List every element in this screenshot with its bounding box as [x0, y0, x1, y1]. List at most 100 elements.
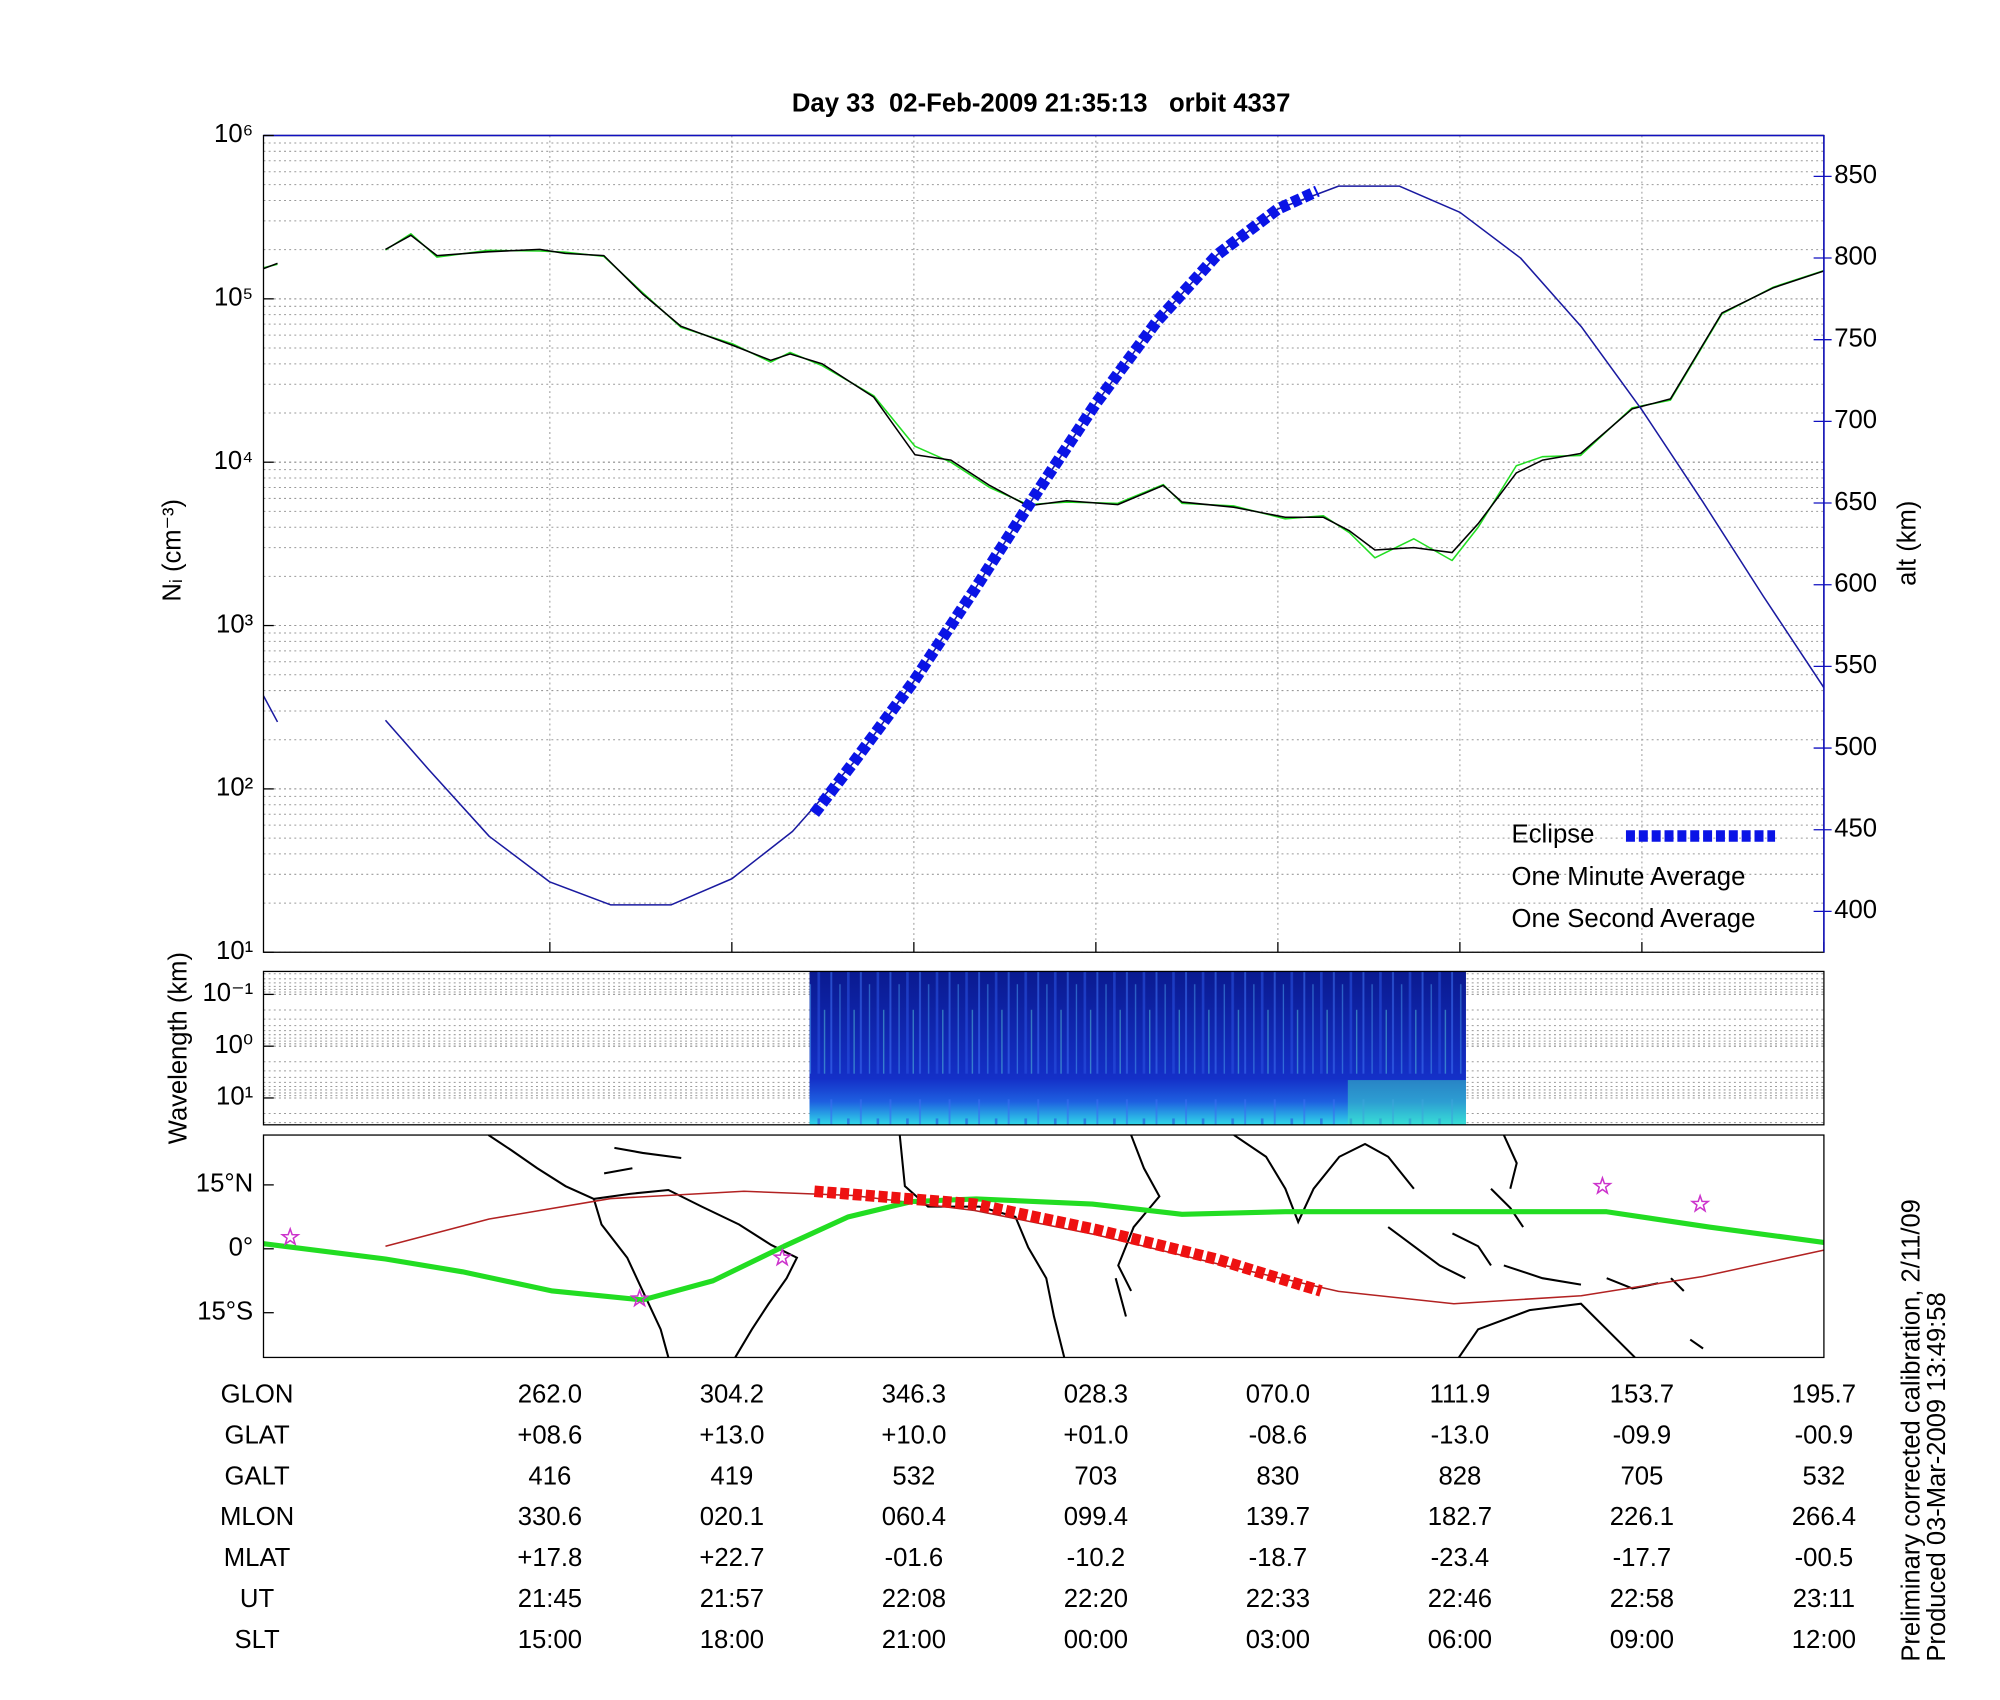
y2-axis-label: alt (km) — [1893, 501, 1921, 586]
table-cell: 22:46 — [1428, 1585, 1492, 1613]
table-row-label: GALT — [224, 1462, 290, 1490]
table-cell: 532 — [892, 1462, 935, 1490]
x-tick-label: 00:00 — [1064, 1626, 1128, 1654]
y-tick-label: 15°S — [197, 1298, 253, 1326]
table-cell: 828 — [1438, 1462, 1481, 1490]
table-cell: 21:45 — [518, 1585, 582, 1613]
table-cell: +08.6 — [517, 1421, 582, 1449]
table-cell: 22:20 — [1064, 1585, 1128, 1613]
table-cell: 419 — [710, 1462, 753, 1490]
table-cell: -08.6 — [1249, 1421, 1308, 1449]
star-marker — [629, 1288, 650, 1308]
table-cell: -18.7 — [1249, 1544, 1308, 1572]
y2-tick-label: 500 — [1834, 733, 1877, 761]
star-marker — [280, 1226, 301, 1247]
chart-title: Day 33 02-Feb-2009 21:35:13 orbit 4337 — [792, 90, 1291, 118]
coastline — [1502, 1135, 1704, 1350]
axes-frame — [262, 970, 1825, 1126]
y-tick-label: 10⁻¹ — [203, 979, 254, 1007]
y-tick-label: 10⁵ — [214, 284, 253, 312]
table-cell: -00.5 — [1795, 1544, 1854, 1572]
legend-label: One Minute Average — [1512, 863, 1746, 891]
table-row-label: GLAT — [224, 1421, 290, 1449]
table-cell: 099.4 — [1064, 1503, 1128, 1531]
table-cell: -09.9 — [1613, 1421, 1672, 1449]
y2-tick-label: 650 — [1834, 488, 1877, 516]
x-axis-label: SLT — [234, 1626, 280, 1654]
axes-frame — [262, 1134, 1825, 1359]
spectrogram-bright — [1347, 1080, 1466, 1125]
y2-tick-label: 450 — [1834, 815, 1877, 843]
altitude-line — [263, 185, 1824, 906]
coastline — [1458, 1302, 1636, 1358]
table-cell: 22:08 — [882, 1585, 946, 1613]
table-cell: -10.2 — [1067, 1544, 1126, 1572]
table-cell: 111.9 — [1430, 1381, 1490, 1409]
series-line — [809, 185, 1320, 817]
layer — [263, 185, 1824, 906]
table-cell: 262.0 — [518, 1381, 582, 1409]
y-tick-label: 10³ — [216, 610, 254, 638]
table-cell: 139.7 — [1246, 1503, 1310, 1531]
x-tick-label: 06:00 — [1428, 1626, 1492, 1654]
table-cell: 070.0 — [1246, 1381, 1310, 1409]
layer — [263, 135, 1824, 953]
legend-label: One Second Average — [1512, 905, 1756, 933]
table-cell: 195.7 — [1792, 1381, 1856, 1409]
table-cell: 153.7 — [1610, 1381, 1674, 1409]
table-row-label: MLON — [220, 1503, 294, 1531]
table-cell: -13.0 — [1431, 1421, 1490, 1449]
layer — [263, 1175, 1824, 1308]
table-cell: 416 — [528, 1462, 571, 1490]
table-row-label: GLON — [221, 1381, 294, 1409]
y-axis-label: Nᵢ (cm⁻³) — [158, 499, 186, 602]
y2-tick-label: 800 — [1834, 243, 1877, 271]
y-tick-label: 10⁶ — [214, 120, 253, 148]
table-cell: 060.4 — [882, 1503, 946, 1531]
y2-tick-label: 400 — [1834, 896, 1877, 924]
coastline — [1233, 1135, 1415, 1225]
x-tick-label: 18:00 — [700, 1626, 764, 1654]
legend-label: Eclipse — [1512, 821, 1595, 849]
table-cell: 330.6 — [518, 1503, 582, 1531]
star-marker — [772, 1247, 793, 1267]
y2-tick-label: 550 — [1834, 651, 1877, 679]
table-cell: 182.7 — [1428, 1503, 1492, 1531]
x-tick-label: 09:00 — [1610, 1626, 1674, 1654]
table-cell: -01.6 — [885, 1544, 944, 1572]
y-axis-label: Wavelength (km) — [165, 952, 193, 1144]
x-tick-label: 03:00 — [1246, 1626, 1310, 1654]
table-cell: 532 — [1802, 1462, 1845, 1490]
y2-tick-label: 700 — [1834, 406, 1877, 434]
x-tick-label: 21:00 — [882, 1626, 946, 1654]
table-cell: +13.0 — [699, 1421, 764, 1449]
table-cell: 266.4 — [1792, 1503, 1856, 1531]
y2-tick-label: 850 — [1834, 161, 1877, 189]
table-cell: 020.1 — [700, 1503, 764, 1531]
table-cell: +22.7 — [699, 1544, 764, 1572]
table-cell: 22:33 — [1246, 1585, 1310, 1613]
track-line — [813, 1185, 1323, 1297]
y-tick-label: 10¹ — [216, 1083, 253, 1111]
y2-tick-label: 600 — [1834, 570, 1877, 598]
table-cell: 703 — [1074, 1462, 1117, 1490]
y-tick-label: 15°N — [196, 1170, 253, 1198]
y-tick-label: 10² — [216, 774, 254, 802]
y2-tick-label: 750 — [1834, 324, 1877, 352]
table-cell: 23:11 — [1793, 1585, 1855, 1613]
y-tick-label: 10⁴ — [214, 447, 254, 475]
star-marker — [1592, 1175, 1613, 1195]
coastline — [898, 1135, 1066, 1358]
table-cell: -23.4 — [1431, 1544, 1490, 1572]
coastline — [1387, 1187, 1659, 1290]
table-row-label: UT — [240, 1585, 275, 1613]
table-cell: 705 — [1620, 1462, 1663, 1490]
star-marker — [1689, 1193, 1711, 1213]
table-cell: -17.7 — [1613, 1544, 1672, 1572]
y-tick-label: 10⁰ — [214, 1031, 253, 1059]
table-cell: 21:57 — [700, 1585, 764, 1613]
table-cell: 028.3 — [1064, 1381, 1128, 1409]
footer-note: Produced 03-Mar-2009 13:49:58 — [1923, 1292, 1951, 1661]
table-cell: 22:58 — [1610, 1585, 1674, 1613]
